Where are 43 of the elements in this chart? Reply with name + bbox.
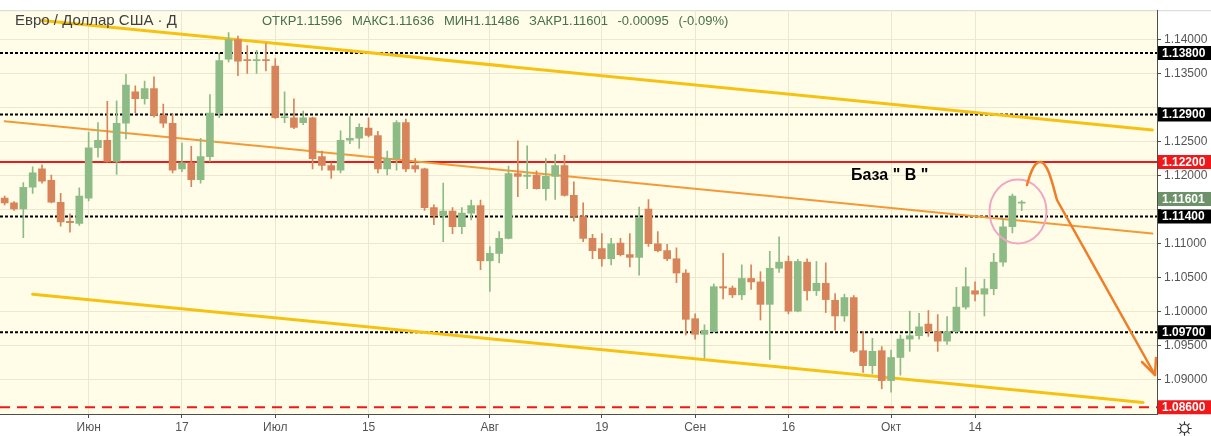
ref-line-label: 1.09700 xyxy=(1162,325,1206,340)
chart-subtitle: ОТКР1.11596 МАКС1.11636 МИН1.11486 ЗАКР1.11601 -0.00095 (-0.09%) xyxy=(262,13,729,29)
y-tick-label: 1.11000 xyxy=(1164,236,1207,251)
y-tick-label: 1.12500 xyxy=(1164,133,1208,148)
candlestick xyxy=(719,252,727,300)
y-tick-label: 1.12000 xyxy=(1164,167,1208,182)
chart-title: Евро / Доллар США · Д xyxy=(15,11,177,29)
ref-line-label: 1.12200 xyxy=(1162,154,1206,169)
x-tick-label: 17 xyxy=(175,419,189,434)
x-tick-label: 14 xyxy=(968,419,983,434)
candlestick xyxy=(933,314,942,352)
candlestick xyxy=(523,145,532,189)
x-tick-label: Сен xyxy=(684,419,707,434)
candlestick xyxy=(514,140,522,198)
y-tick-label: 1.10000 xyxy=(1164,304,1208,319)
ref-line-label: 1.11400 xyxy=(1162,209,1206,224)
y-tick-label: 1.10500 xyxy=(1164,270,1208,285)
x-tick-label: Июл xyxy=(263,419,288,434)
candlestick xyxy=(1017,200,1026,211)
y-tick-label: 1.09500 xyxy=(1164,338,1208,353)
candlestick xyxy=(178,142,186,172)
x-tick-label: 16 xyxy=(781,419,796,434)
x-tick-label: 19 xyxy=(595,419,609,434)
x-tick-label: Авг xyxy=(480,419,500,434)
candlestick xyxy=(131,85,140,114)
x-tick-label: 15 xyxy=(361,419,376,434)
x-tick-label: Окт xyxy=(880,419,902,434)
ref-line-label: 1.12900 xyxy=(1162,107,1206,122)
candlestick xyxy=(94,122,102,158)
ref-line-label: 1.08600 xyxy=(1162,400,1206,414)
y-tick-label: 1.14000 xyxy=(1164,31,1208,46)
candlestick xyxy=(262,43,270,72)
annotation: База " В " xyxy=(851,165,929,184)
y-tick-label: 1.09000 xyxy=(1164,372,1208,387)
x-tick-label: Июн xyxy=(76,419,101,434)
candlestick xyxy=(625,233,634,268)
candlestick xyxy=(747,264,755,290)
candlestick xyxy=(439,182,448,243)
candlestick xyxy=(66,213,74,233)
y-tick-label: 1.13500 xyxy=(1164,65,1208,80)
ref-line-label: 1.13800 xyxy=(1162,45,1206,60)
candlestick xyxy=(971,281,979,302)
text: 1.11601 xyxy=(1158,192,1211,206)
